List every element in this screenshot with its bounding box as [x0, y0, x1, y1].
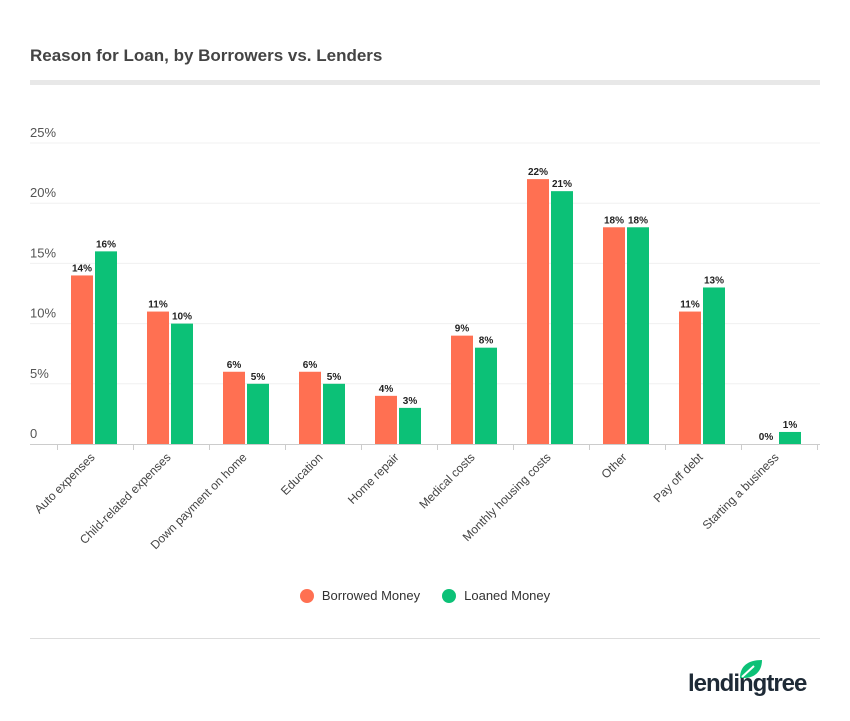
data-label: 14%	[72, 263, 92, 274]
data-label: 6%	[303, 360, 318, 371]
data-label: 1%	[783, 420, 798, 431]
data-label: 21%	[552, 179, 572, 190]
x-tick-label: Education	[278, 450, 326, 498]
data-label: 13%	[704, 275, 724, 286]
legend-item-borrowed: Borrowed Money	[299, 588, 421, 603]
legend-label-loaned: Loaned Money	[464, 588, 551, 603]
x-tick-label: Other	[598, 450, 629, 481]
x-tick-label: Medical costs	[416, 450, 477, 511]
bar	[603, 227, 625, 444]
x-tick-label: Pay off debt	[651, 450, 707, 506]
chart-title: Reason for Loan, by Borrowers vs. Lender…	[30, 46, 383, 65]
bar	[71, 275, 93, 444]
title-divider	[30, 80, 820, 85]
footer-divider	[30, 638, 820, 639]
x-tick-label: Auto expenses	[32, 450, 98, 516]
data-label: 3%	[403, 396, 418, 407]
bar	[375, 395, 397, 444]
data-label: 5%	[251, 372, 266, 383]
data-label: 6%	[227, 360, 242, 371]
data-label: 10%	[172, 312, 192, 323]
data-label: 22%	[528, 167, 548, 178]
bar	[703, 287, 725, 444]
bar	[247, 383, 269, 444]
bar	[95, 251, 117, 444]
data-label: 8%	[479, 336, 494, 347]
legend-label-borrowed: Borrowed Money	[321, 588, 421, 603]
x-tick-label: Starting a business	[700, 450, 782, 532]
legend-item-loaned: Loaned Money	[442, 588, 550, 603]
data-label: 18%	[604, 215, 624, 226]
bar	[475, 347, 497, 444]
data-label: 16%	[96, 239, 116, 250]
bar	[323, 383, 345, 444]
bar-chart: 0 5% 10% 15% 20% 25% 14% 16% Auto expenses 11% 10%…	[30, 125, 820, 552]
y-tick-label: 5%	[30, 366, 49, 381]
x-tick-label: Home repair	[345, 450, 402, 507]
logo-text: lendingtree	[688, 670, 807, 697]
bar	[627, 227, 649, 444]
bar	[527, 179, 549, 444]
bar	[551, 191, 573, 444]
bar	[299, 371, 321, 444]
legend-swatch-loaned	[442, 588, 457, 603]
y-tick-label: 25%	[30, 125, 56, 140]
data-label: 5%	[327, 372, 342, 383]
y-tick-label: 20%	[30, 185, 56, 200]
data-label: 18%	[628, 215, 648, 226]
bar	[171, 323, 193, 444]
bar	[399, 407, 421, 444]
bar	[451, 335, 473, 444]
bar	[223, 371, 245, 444]
data-label: 9%	[455, 324, 470, 335]
legend-swatch-borrowed	[299, 588, 314, 603]
y-tick-label: 15%	[30, 245, 56, 260]
data-label: 0%	[759, 432, 774, 443]
data-label: 11%	[148, 300, 168, 311]
bar	[679, 311, 701, 444]
data-label: 4%	[379, 384, 394, 395]
leaf-icon	[740, 660, 762, 678]
x-tick-label: Monthly housing costs	[460, 450, 554, 544]
y-tick-label: 10%	[30, 306, 56, 321]
lendingtree-logo: lendingtree	[688, 660, 820, 700]
bar	[147, 311, 169, 444]
data-label: 11%	[680, 300, 700, 311]
y-tick-label: 0	[30, 426, 37, 441]
bar	[779, 431, 801, 444]
legend: Borrowed Money Loaned Money	[0, 588, 850, 603]
